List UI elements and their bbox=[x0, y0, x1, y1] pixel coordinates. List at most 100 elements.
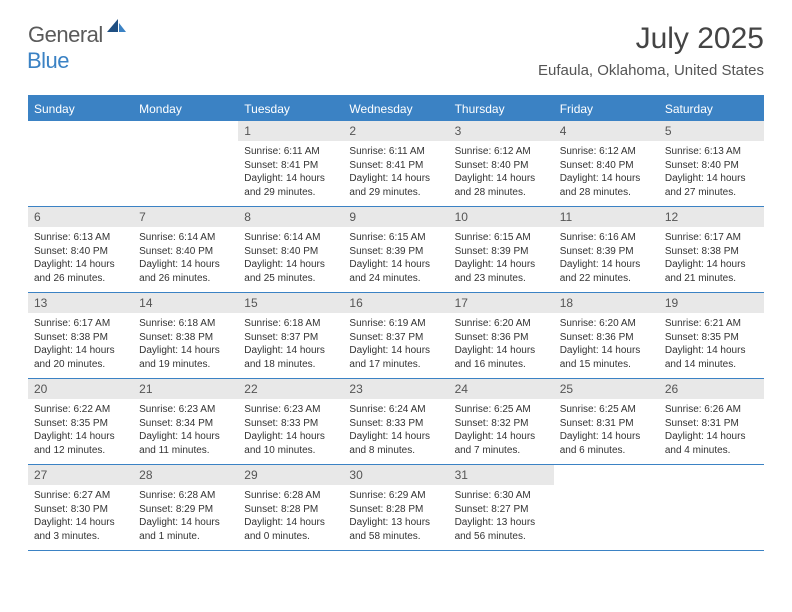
sunrise-text: Sunrise: 6:13 AM bbox=[34, 231, 127, 245]
day-number: 25 bbox=[554, 379, 659, 399]
sunrise-text: Sunrise: 6:20 AM bbox=[455, 317, 548, 331]
sunset-text: Sunset: 8:28 PM bbox=[349, 503, 442, 517]
day-body: Sunrise: 6:15 AMSunset: 8:39 PMDaylight:… bbox=[343, 227, 448, 287]
day-number: 10 bbox=[449, 207, 554, 227]
header: General July 2025 Eufaula, Oklahoma, Uni… bbox=[0, 0, 792, 87]
day-cell bbox=[554, 465, 659, 550]
day-number: 13 bbox=[28, 293, 133, 313]
month-title: July 2025 bbox=[538, 22, 764, 56]
day-number: 11 bbox=[554, 207, 659, 227]
sunset-text: Sunset: 8:30 PM bbox=[34, 503, 127, 517]
day-number: 15 bbox=[238, 293, 343, 313]
sunset-text: Sunset: 8:38 PM bbox=[665, 245, 758, 259]
sunset-text: Sunset: 8:36 PM bbox=[560, 331, 653, 345]
sunrise-text: Sunrise: 6:24 AM bbox=[349, 403, 442, 417]
sunset-text: Sunset: 8:35 PM bbox=[34, 417, 127, 431]
daylight-text: Daylight: 14 hours and 27 minutes. bbox=[665, 172, 758, 199]
sunrise-text: Sunrise: 6:21 AM bbox=[665, 317, 758, 331]
sunrise-text: Sunrise: 6:19 AM bbox=[349, 317, 442, 331]
daylight-text: Daylight: 14 hours and 28 minutes. bbox=[455, 172, 548, 199]
day-number: 2 bbox=[343, 121, 448, 141]
calendar: Sunday Monday Tuesday Wednesday Thursday… bbox=[28, 95, 764, 551]
sunrise-text: Sunrise: 6:16 AM bbox=[560, 231, 653, 245]
daylight-text: Daylight: 14 hours and 6 minutes. bbox=[560, 430, 653, 457]
day-cell: 15Sunrise: 6:18 AMSunset: 8:37 PMDayligh… bbox=[238, 293, 343, 378]
day-body: Sunrise: 6:17 AMSunset: 8:38 PMDaylight:… bbox=[659, 227, 764, 287]
sunrise-text: Sunrise: 6:30 AM bbox=[455, 489, 548, 503]
sunrise-text: Sunrise: 6:20 AM bbox=[560, 317, 653, 331]
day-cell: 22Sunrise: 6:23 AMSunset: 8:33 PMDayligh… bbox=[238, 379, 343, 464]
day-number: 6 bbox=[28, 207, 133, 227]
week-row: 1Sunrise: 6:11 AMSunset: 8:41 PMDaylight… bbox=[28, 121, 764, 207]
sunset-text: Sunset: 8:37 PM bbox=[244, 331, 337, 345]
day-number: 20 bbox=[28, 379, 133, 399]
week-row: 27Sunrise: 6:27 AMSunset: 8:30 PMDayligh… bbox=[28, 465, 764, 551]
day-body: Sunrise: 6:20 AMSunset: 8:36 PMDaylight:… bbox=[449, 313, 554, 373]
daylight-text: Daylight: 14 hours and 3 minutes. bbox=[34, 516, 127, 543]
day-number: 3 bbox=[449, 121, 554, 141]
day-cell: 31Sunrise: 6:30 AMSunset: 8:27 PMDayligh… bbox=[449, 465, 554, 550]
day-number: 17 bbox=[449, 293, 554, 313]
day-body: Sunrise: 6:23 AMSunset: 8:33 PMDaylight:… bbox=[238, 399, 343, 459]
day-cell: 21Sunrise: 6:23 AMSunset: 8:34 PMDayligh… bbox=[133, 379, 238, 464]
daylight-text: Daylight: 14 hours and 10 minutes. bbox=[244, 430, 337, 457]
day-number: 27 bbox=[28, 465, 133, 485]
sunset-text: Sunset: 8:32 PM bbox=[455, 417, 548, 431]
day-number: 4 bbox=[554, 121, 659, 141]
daylight-text: Daylight: 14 hours and 24 minutes. bbox=[349, 258, 442, 285]
sunrise-text: Sunrise: 6:27 AM bbox=[34, 489, 127, 503]
day-body: Sunrise: 6:19 AMSunset: 8:37 PMDaylight:… bbox=[343, 313, 448, 373]
daylight-text: Daylight: 14 hours and 23 minutes. bbox=[455, 258, 548, 285]
day-body: Sunrise: 6:11 AMSunset: 8:41 PMDaylight:… bbox=[238, 141, 343, 201]
day-number: 5 bbox=[659, 121, 764, 141]
daylight-text: Daylight: 14 hours and 16 minutes. bbox=[455, 344, 548, 371]
day-number: 31 bbox=[449, 465, 554, 485]
day-cell: 26Sunrise: 6:26 AMSunset: 8:31 PMDayligh… bbox=[659, 379, 764, 464]
day-cell: 24Sunrise: 6:25 AMSunset: 8:32 PMDayligh… bbox=[449, 379, 554, 464]
day-number: 9 bbox=[343, 207, 448, 227]
sunrise-text: Sunrise: 6:29 AM bbox=[349, 489, 442, 503]
sunset-text: Sunset: 8:38 PM bbox=[34, 331, 127, 345]
day-body: Sunrise: 6:12 AMSunset: 8:40 PMDaylight:… bbox=[554, 141, 659, 201]
logo-sail-icon bbox=[107, 17, 127, 38]
weekday-saturday: Saturday bbox=[659, 97, 764, 121]
day-body: Sunrise: 6:11 AMSunset: 8:41 PMDaylight:… bbox=[343, 141, 448, 201]
sunset-text: Sunset: 8:29 PM bbox=[139, 503, 232, 517]
day-number: 22 bbox=[238, 379, 343, 399]
daylight-text: Daylight: 13 hours and 58 minutes. bbox=[349, 516, 442, 543]
day-cell: 6Sunrise: 6:13 AMSunset: 8:40 PMDaylight… bbox=[28, 207, 133, 292]
day-cell: 16Sunrise: 6:19 AMSunset: 8:37 PMDayligh… bbox=[343, 293, 448, 378]
daylight-text: Daylight: 14 hours and 18 minutes. bbox=[244, 344, 337, 371]
day-cell: 4Sunrise: 6:12 AMSunset: 8:40 PMDaylight… bbox=[554, 121, 659, 206]
logo: General bbox=[28, 22, 129, 48]
day-body: Sunrise: 6:30 AMSunset: 8:27 PMDaylight:… bbox=[449, 485, 554, 545]
sunrise-text: Sunrise: 6:14 AM bbox=[244, 231, 337, 245]
day-cell: 30Sunrise: 6:29 AMSunset: 8:28 PMDayligh… bbox=[343, 465, 448, 550]
day-body: Sunrise: 6:20 AMSunset: 8:36 PMDaylight:… bbox=[554, 313, 659, 373]
day-cell: 12Sunrise: 6:17 AMSunset: 8:38 PMDayligh… bbox=[659, 207, 764, 292]
daylight-text: Daylight: 14 hours and 29 minutes. bbox=[349, 172, 442, 199]
sunrise-text: Sunrise: 6:26 AM bbox=[665, 403, 758, 417]
sunset-text: Sunset: 8:40 PM bbox=[560, 159, 653, 173]
sunrise-text: Sunrise: 6:17 AM bbox=[34, 317, 127, 331]
sunrise-text: Sunrise: 6:17 AM bbox=[665, 231, 758, 245]
weekday-header-row: Sunday Monday Tuesday Wednesday Thursday… bbox=[28, 97, 764, 121]
sunset-text: Sunset: 8:39 PM bbox=[560, 245, 653, 259]
logo-word-general: General bbox=[28, 22, 103, 48]
day-cell: 29Sunrise: 6:28 AMSunset: 8:28 PMDayligh… bbox=[238, 465, 343, 550]
day-number: 28 bbox=[133, 465, 238, 485]
sunset-text: Sunset: 8:31 PM bbox=[665, 417, 758, 431]
day-cell: 18Sunrise: 6:20 AMSunset: 8:36 PMDayligh… bbox=[554, 293, 659, 378]
day-body: Sunrise: 6:13 AMSunset: 8:40 PMDaylight:… bbox=[659, 141, 764, 201]
sunset-text: Sunset: 8:40 PM bbox=[139, 245, 232, 259]
day-number: 29 bbox=[238, 465, 343, 485]
day-body: Sunrise: 6:29 AMSunset: 8:28 PMDaylight:… bbox=[343, 485, 448, 545]
sunrise-text: Sunrise: 6:28 AM bbox=[139, 489, 232, 503]
location-text: Eufaula, Oklahoma, United States bbox=[538, 62, 764, 79]
sunrise-text: Sunrise: 6:11 AM bbox=[349, 145, 442, 159]
day-cell bbox=[659, 465, 764, 550]
daylight-text: Daylight: 14 hours and 15 minutes. bbox=[560, 344, 653, 371]
sunrise-text: Sunrise: 6:11 AM bbox=[244, 145, 337, 159]
sunrise-text: Sunrise: 6:28 AM bbox=[244, 489, 337, 503]
day-cell: 10Sunrise: 6:15 AMSunset: 8:39 PMDayligh… bbox=[449, 207, 554, 292]
